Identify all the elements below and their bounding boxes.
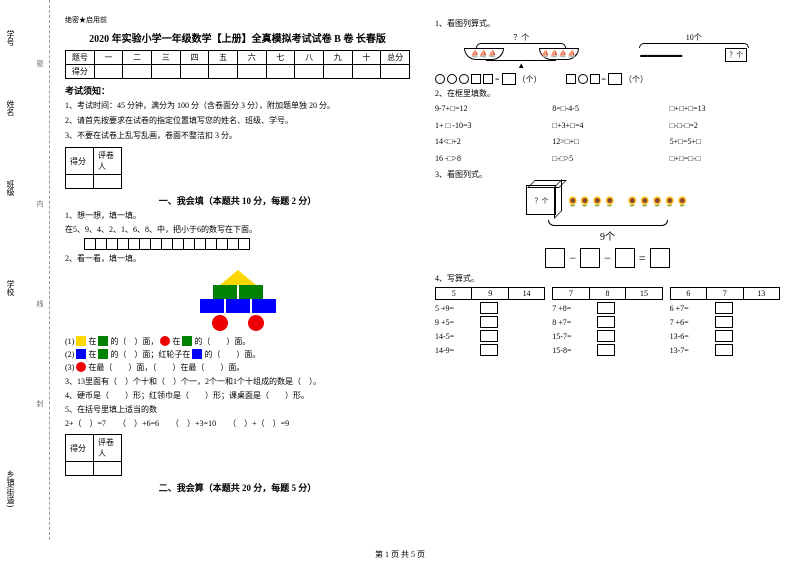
score-table: 题号一二三四五六七八九十总分 得分 <box>65 50 410 79</box>
right-column: 1、看图列算式。 ？个 ⛵⛵⛵ ⛵⛵⛵⛵ ▲ 10个 ▬▬▬▬▬▬ ？个 <box>420 0 790 540</box>
binding-label: 学校 <box>5 280 16 296</box>
fill-line: (1)在的（ ）面，在的（ ）面。 <box>65 336 410 347</box>
binding-label: 班级 <box>5 180 16 196</box>
red-wheel <box>212 315 228 331</box>
binding-margin: 学号 姓名 班级 学校 乡镇(街道) 密 内 线 封 <box>0 0 50 540</box>
blue-rect <box>200 299 224 313</box>
seal-mark: 内 <box>35 200 45 207</box>
red-wheel <box>248 315 264 331</box>
calc-column: 5914 5 +9= 9 +5= 14-5= 14-9= <box>435 287 545 358</box>
plate-icon: ⛵⛵⛵ <box>464 48 504 60</box>
question-text: 2+（ ）=7 （ ）+6=6 （ ）+3=10 （ ）+（ ）=9 <box>65 418 410 429</box>
plate-icon: ⛵⛵⛵⛵ <box>539 48 579 60</box>
label: 10个 <box>619 32 769 43</box>
binding-label: 乡镇(街道) <box>5 470 16 507</box>
binding-label: 姓名 <box>5 100 16 116</box>
page-footer: 第 1 页 共 5 页 <box>0 549 800 560</box>
question-text: 3、看图列式。 <box>435 169 780 180</box>
question-text: 1、看图列算式。 <box>435 18 780 29</box>
green-rect <box>213 285 237 299</box>
section-title: 二、我会算（本题共 20 分，每题 5 分） <box>65 481 410 494</box>
question-text: 2、看一看，填一填。 <box>65 253 410 264</box>
question-text: 3、13里面有（ ）个十和（ ）个一，2个一和1个十组成的数是（ ）。 <box>65 376 410 387</box>
question-text: 4、硬币是（ ）形；红领巾是（ ）形；课桌面是（ ）形。 <box>65 390 410 401</box>
exam-title: 2020 年实验小学一年级数学【上册】全真模拟考试试卷 B 卷 长春版 <box>65 30 410 45</box>
green-rect <box>239 285 263 299</box>
page-container: 学号 姓名 班级 学校 乡镇(街道) 密 内 线 封 绝密★启用前 2020 年… <box>0 0 800 540</box>
triangle-shape <box>220 270 256 285</box>
section-title: 一、我会填（本题共 10 分，每题 2 分） <box>65 194 410 207</box>
answer-boxes <box>85 238 390 250</box>
notice-item: 3、不要在试卷上乱写乱画，卷面不整洁扣 3 分。 <box>65 130 410 142</box>
confidential-label: 绝密★启用前 <box>65 15 410 25</box>
table-row: 题号一二三四五六七八九十总分 <box>66 51 410 65</box>
label: ？个 <box>446 32 596 43</box>
left-column: 绝密★启用前 2020 年实验小学一年级数学【上册】全真模拟考试试卷 B 卷 长… <box>50 0 420 540</box>
blue-rect <box>226 299 250 313</box>
notice-item: 1、考试时间：45 分钟，满分为 100 分（含卷面分 3 分），附加题单独 2… <box>65 100 410 112</box>
question-text: 2、在框里填数。 <box>435 88 780 99</box>
marker-table: 得分评卷人 <box>65 434 122 476</box>
seal-mark: 密 <box>35 60 45 67</box>
question-text: 5、在括号里填上适当的数 <box>65 404 410 415</box>
calc-column: 7815 7 +8= 8 +7= 15-7= 15-8= <box>552 287 662 358</box>
binding-label: 学号 <box>5 30 16 46</box>
seal-mark: 线 <box>35 300 45 307</box>
fill-grid: 9-7+□=128=□-4-5□+□+□=13 1+ □ -10=3□+3+□=… <box>435 102 780 166</box>
equation-row: =（个） =（个） <box>435 73 780 85</box>
flowers-icon: 🌻🌻🌻🌻 🌻🌻🌻🌻🌻 <box>566 193 688 208</box>
marker-table: 得分评卷人 <box>65 147 122 189</box>
notice-title: 考试须知： <box>65 84 410 97</box>
calc-tables: 5914 5 +9= 9 +5= 14-5= 14-9= 7815 7 +8= … <box>435 287 780 358</box>
cube-icon: ？个 <box>526 185 556 215</box>
table-row: 得分 <box>66 65 410 79</box>
nine-label: 9个 <box>435 228 780 243</box>
equation-boxes: −−= <box>435 248 780 268</box>
question-text: 在5、9、4、2、1、6、8、中，把小于6的数写在下面。 <box>65 224 410 235</box>
bracket <box>548 220 668 226</box>
question-text: 4、写算式。 <box>435 273 780 284</box>
notice-item: 2、请首先按要求在试卷的指定位置填写您的姓名、班级、学号。 <box>65 115 410 127</box>
cube-diagram: ？个 🌻🌻🌻🌻 🌻🌻🌻🌻🌻 <box>435 185 780 215</box>
car-diagram <box>65 270 410 331</box>
question-text: 1、想一想，填一填。 <box>65 210 410 221</box>
blue-rect <box>252 299 276 313</box>
fill-line: (2)在的（ ）面；红轮子在的（ ）面。 <box>65 349 410 360</box>
balance-diagram: ？个 ⛵⛵⛵ ⛵⛵⛵⛵ ▲ 10个 ▬▬▬▬▬▬ ？个 <box>435 32 780 70</box>
seal-mark: 封 <box>35 400 45 407</box>
calc-column: 6713 6 +7= 7 +6= 13-6= 13-7= <box>670 287 780 358</box>
fill-line: (3)在最（ ）面，（ ）在最（ ）面。 <box>65 362 410 373</box>
